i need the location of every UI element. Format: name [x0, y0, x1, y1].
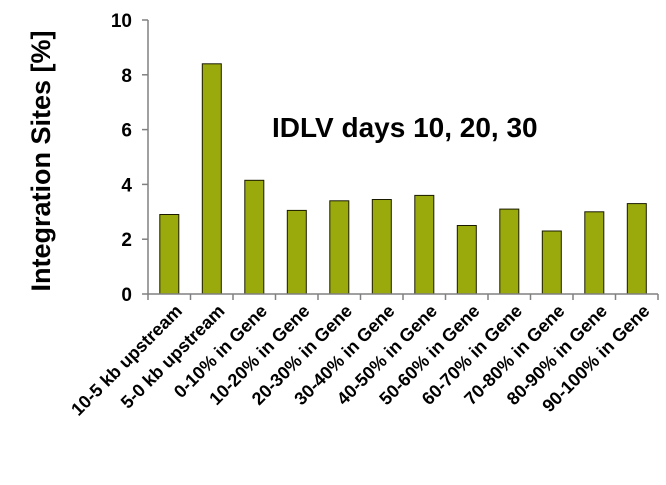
bar-3 — [244, 179, 265, 295]
y-ticks-group: 0 2 4 6 8 10 — [111, 11, 148, 306]
y-tick-label: 8 — [121, 66, 132, 87]
y-tick-label: 2 — [121, 230, 132, 251]
bar-7 — [414, 194, 435, 295]
y-tick-label: 0 — [121, 285, 132, 306]
y-tick-label: 10 — [111, 11, 132, 32]
bar-6 — [371, 199, 392, 295]
y-tick-label: 4 — [121, 175, 132, 196]
bar-2 — [201, 63, 222, 295]
axes-group — [147, 20, 659, 300]
bar-1 — [159, 214, 180, 295]
bar-5 — [329, 200, 350, 295]
bars-group — [159, 63, 647, 295]
y-axis-label: Integration Sites [%] — [26, 30, 56, 291]
chart-annotation: IDLV days 10, 20, 30 — [272, 112, 538, 143]
y-tick-label: 6 — [121, 121, 132, 142]
bar-10 — [541, 230, 562, 295]
bar-12 — [626, 203, 647, 295]
bar-8 — [456, 225, 477, 295]
bar-9 — [499, 208, 520, 295]
bar-11 — [584, 211, 605, 295]
bar-4 — [286, 209, 307, 295]
